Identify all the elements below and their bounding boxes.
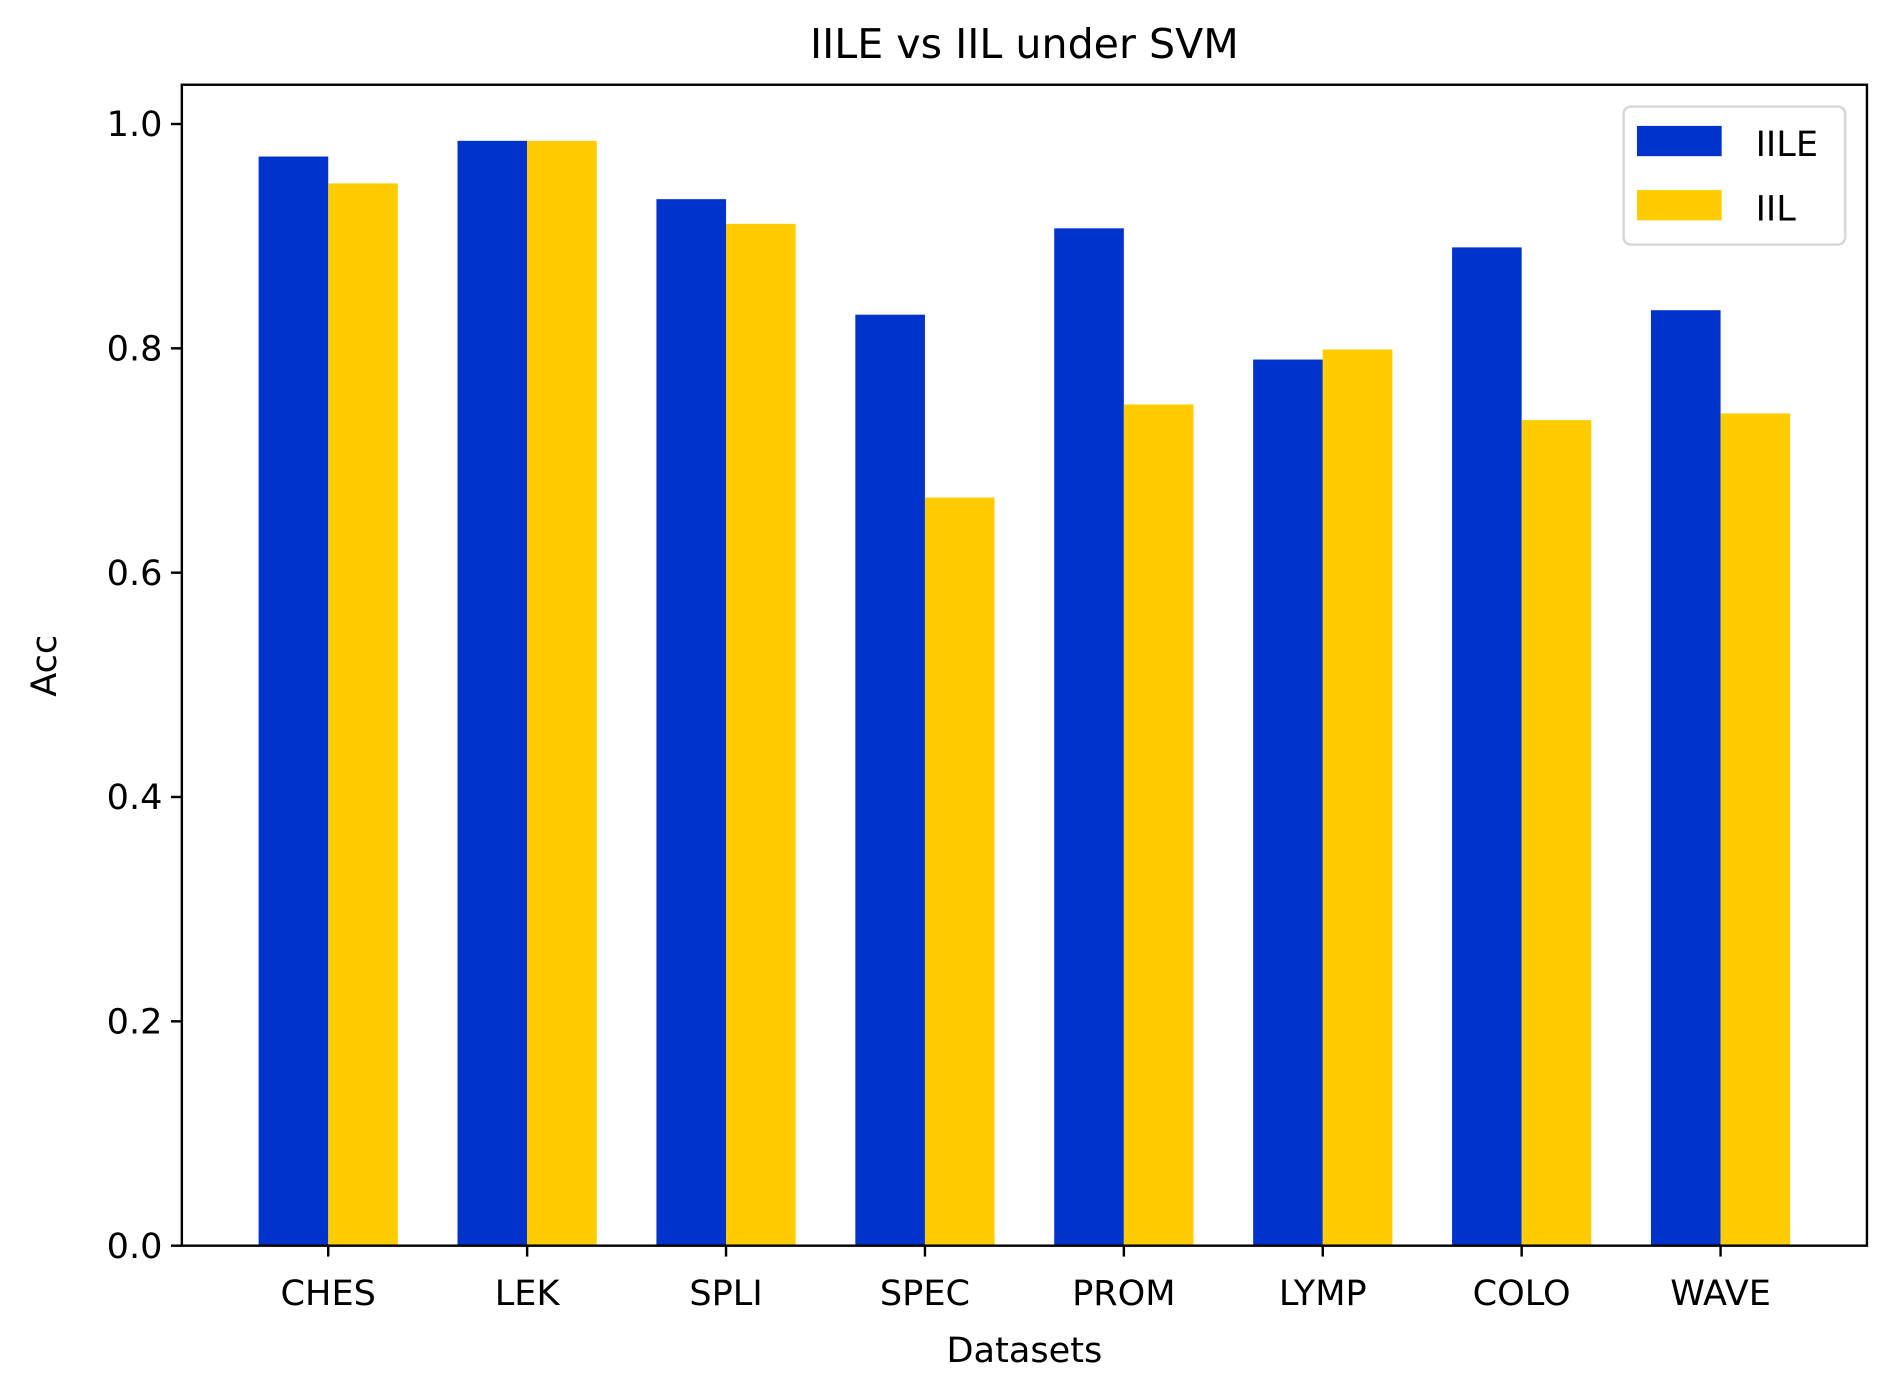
legend: IILE IIL [1622, 105, 1847, 246]
bar-iil-spli [726, 223, 796, 1246]
legend-label-iile: IILE [1756, 124, 1818, 165]
bar-iile-lymp [1253, 359, 1323, 1246]
x-tick-label: LEK [495, 1273, 561, 1314]
x-tick-label: SPLI [689, 1273, 762, 1314]
x-tick-label: COLO [1473, 1273, 1571, 1314]
x-axis: CHES LEK SPLI SPEC PROM LYMP COLO WAVE [281, 1245, 1771, 1314]
plot-frame [180, 83, 1869, 1247]
x-tick-label: PROM [1072, 1273, 1175, 1314]
y-tick-label: 0.4 [107, 777, 163, 818]
y-tick-label: 1.0 [107, 104, 163, 145]
bar-iile-wave [1650, 310, 1721, 1246]
y-axis-label: Acc [24, 635, 65, 697]
legend-swatch-iile [1636, 125, 1722, 157]
bars [258, 140, 1791, 1246]
x-tick-label: CHES [281, 1273, 376, 1314]
y-tick-label: 0.8 [107, 328, 163, 369]
bar-iil-spec [924, 497, 995, 1246]
x-tick-label: WAVE [1670, 1273, 1771, 1314]
bar-iil-ches [328, 183, 398, 1246]
bar-iil-prom [1123, 404, 1194, 1246]
y-tick-label: 0.0 [107, 1226, 163, 1267]
x-tick-label: LYMP [1279, 1273, 1367, 1314]
legend-swatch-iil [1636, 190, 1722, 221]
bar-iil-colo [1521, 420, 1592, 1246]
bar-iile-prom [1054, 228, 1124, 1246]
chart-title: IILE vs IIL under SVM [810, 20, 1239, 68]
x-axis-label: Datasets [947, 1330, 1103, 1371]
bar-iil-lymp [1322, 349, 1393, 1246]
bar-iile-colo [1452, 247, 1522, 1246]
bar-iile-spli [656, 199, 727, 1246]
bar-iil-lek [527, 140, 597, 1246]
y-axis: 0.0 0.2 0.4 0.6 0.8 1.0 [107, 104, 182, 1267]
y-tick-label: 0.6 [107, 553, 163, 594]
bar-iile-ches [258, 156, 329, 1246]
y-tick-label: 0.2 [107, 1001, 163, 1042]
bar-iil-wave [1720, 413, 1791, 1246]
bar-iile-lek [457, 140, 528, 1246]
legend-label-iil: IIL [1756, 188, 1797, 229]
x-tick-label: SPEC [880, 1273, 970, 1314]
bar-iile-spec [855, 314, 925, 1246]
